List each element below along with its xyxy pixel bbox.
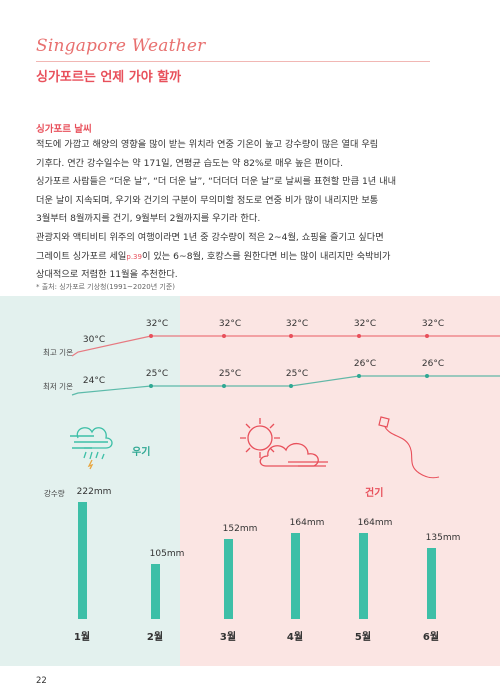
body-fragment: 이 있는 6~8월, 호캉스를 원한다면 비는 많이 내리지만 숙박비가 <box>141 250 391 262</box>
body-line: 관광지와 액티비티 위주의 여행이라면 1년 중 강수량이 적은 2~4월, 쇼… <box>36 231 384 243</box>
month-label: 6월 <box>422 632 440 643</box>
high-temp-label: 최고 기온 <box>43 348 73 357</box>
low-temp-point <box>425 374 429 378</box>
sun-cloud-icon <box>240 418 328 467</box>
month-label: 1월 <box>73 632 91 643</box>
rainfall-bar <box>224 539 233 619</box>
low-temp-point <box>149 384 153 388</box>
month-label: 5월 <box>354 632 372 643</box>
rainfall-value: 135mm <box>425 533 461 543</box>
section-title: 싱가포르 날씨 <box>36 124 92 135</box>
temperature-chart <box>71 334 500 396</box>
page-number: 22 <box>36 676 47 686</box>
rainfall-bar <box>427 548 436 619</box>
body-line: 3월부터 8월까지를 건기, 9월부터 2월까지를 우기라 한다. <box>36 213 261 225</box>
low-temp-value: 24°C <box>82 376 106 386</box>
dry-season-panel <box>180 296 500 666</box>
low-temp-value: 26°C <box>353 359 377 369</box>
rainfall-value: 105mm <box>149 549 185 559</box>
high-temp-value: 32°C <box>145 319 169 329</box>
body-line: 적도에 가깝고 해양의 영향을 많이 받는 위치라 연중 기온이 높고 강수량이… <box>36 139 379 150</box>
high-temp-point <box>149 334 153 338</box>
low-temp-point <box>357 374 361 378</box>
high-temp-value: 32°C <box>421 319 445 329</box>
body-line: 더운 날이 지속되며, 우기와 건기의 구분이 무의미할 정도로 연중 비가 많… <box>36 194 379 206</box>
title-divider <box>36 61 430 62</box>
low-temp-value: 25°C <box>145 369 169 379</box>
rainfall-bar <box>151 564 160 619</box>
high-temp-value: 32°C <box>353 319 377 329</box>
source-note: * 출처: 싱가포르 기상청(1991~2020년 기준) <box>36 283 175 291</box>
rainfall-label: 강수량 <box>44 489 65 498</box>
english-title: Singapore Weather <box>36 36 206 56</box>
month-label: 2월 <box>146 632 164 643</box>
low-temp-point <box>222 384 226 388</box>
low-temp-value: 25°C <box>218 369 242 379</box>
rainfall-value: 222mm <box>76 487 112 497</box>
kite-icon <box>378 416 440 479</box>
high-temp-point <box>289 334 293 338</box>
month-label: 3월 <box>219 632 237 643</box>
low-temp-value: 25°C <box>285 369 309 379</box>
low-temp-point <box>289 384 293 388</box>
rainfall-value: 164mm <box>357 518 393 528</box>
low-temp-value: 26°C <box>421 359 445 369</box>
rain-cloud-icon <box>70 427 113 470</box>
rainfall-bar <box>78 502 87 619</box>
body-line: 기후다. 연간 강수일수는 약 171일, 연평균 습도는 약 82%로 매우 … <box>36 157 344 169</box>
rainfall-value: 152mm <box>222 524 258 534</box>
page-reference[interactable]: p.39 <box>126 252 142 261</box>
body-fragment: 그레이트 싱가포르 세일 <box>36 250 127 262</box>
rainfall-bar <box>291 533 300 619</box>
high-temp-value: 32°C <box>285 319 309 329</box>
high-temp-value: 30°C <box>82 335 106 345</box>
high-temp-value: 32°C <box>218 319 242 329</box>
high-temp-point <box>222 334 226 338</box>
high-temp-point <box>425 334 429 338</box>
wet-season-panel <box>0 296 180 666</box>
body-line: 상대적으로 저렴한 11월을 추천한다. <box>36 269 178 281</box>
low-temp-line <box>71 375 500 396</box>
page-title: 싱가포르는 언제 가야 할까 <box>36 70 182 85</box>
dry-season-label: 건기 <box>365 488 384 499</box>
wet-season-label: 우기 <box>132 447 151 458</box>
body-paragraph: 적도에 가깝고 해양의 영향을 많이 받는 위치라 연중 기온이 높고 강수량이… <box>36 136 476 285</box>
high-temp-point <box>357 334 361 338</box>
body-line: 싱가포르 사람들은 “더운 날”, “더 더운 날”, “더더더 더운 날”로 … <box>36 176 397 188</box>
body-line: 그레이트 싱가포르 세일p.39이 있는 6~8월, 호캉스를 원한다면 비는 … <box>36 248 476 267</box>
month-label: 4월 <box>286 632 304 643</box>
high-temp-line <box>71 335 500 357</box>
rainfall-value: 164mm <box>289 518 325 528</box>
low-temp-label: 최저 기온 <box>43 382 73 391</box>
rainfall-bar <box>359 533 368 619</box>
